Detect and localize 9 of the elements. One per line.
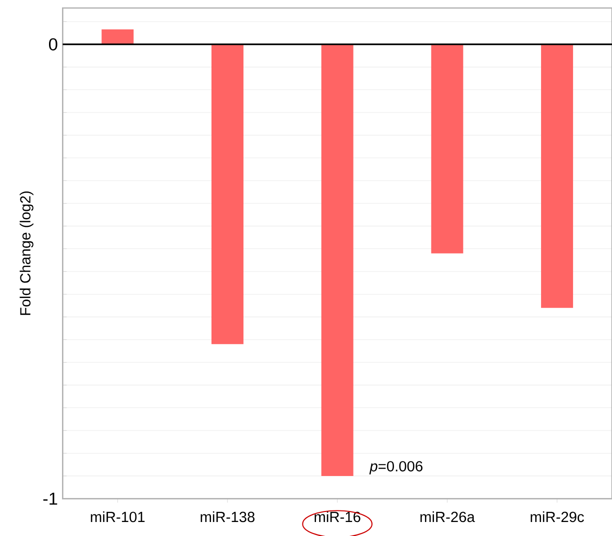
y-axis-title: Fold Change (log2): [20, 192, 34, 315]
annotation: p=0.006: [369, 461, 422, 474]
y-tick-label: -1: [43, 492, 58, 505]
x-tick-label: miR-29c: [530, 511, 584, 522]
x-tick-label: miR-101: [90, 511, 145, 522]
y-tick-label: 0: [48, 38, 58, 50]
x-tick-label: miR-16: [314, 511, 360, 522]
x-tick-label: miR-138: [200, 511, 255, 522]
x-tick-label: miR-26a: [420, 511, 475, 522]
